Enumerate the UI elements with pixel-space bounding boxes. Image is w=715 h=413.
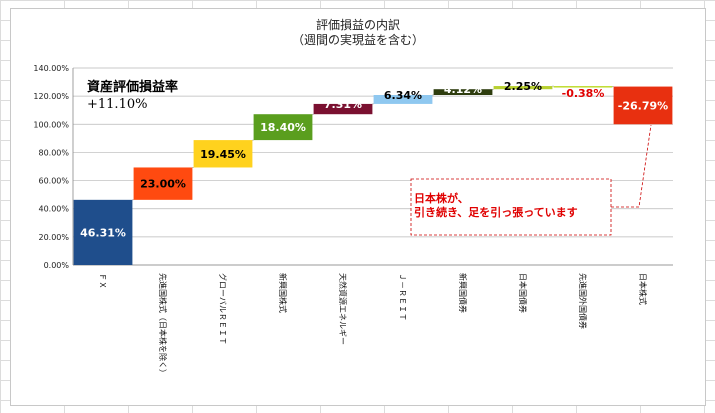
- waterfall-chart: 評価損益の内訳 （週間の実現益を含む） 0.00% 20.00% 40.00% 60.…: [33, 17, 673, 377]
- x-tick-label: グローバルＲＥＩＴ: [218, 273, 228, 345]
- y-tick-label: 0.00%: [44, 261, 70, 270]
- data-label: -0.38%: [562, 87, 605, 100]
- x-tick-label: 新興国株式: [278, 273, 288, 313]
- bar: [253, 114, 313, 141]
- data-label: 7.31%: [324, 98, 362, 111]
- data-label: 2.25%: [504, 80, 542, 93]
- bar: [193, 140, 253, 168]
- bar: [553, 86, 613, 88]
- y-axis-ticks: 0.00% 20.00% 40.00% 60.00% 80.00% 100.00% 120.…: [33, 64, 69, 270]
- chart-title-line-1: 評価損益の内訳: [316, 17, 400, 32]
- bar: [433, 89, 493, 96]
- note-line-2: 引き続き、足を引っ張っています: [414, 205, 578, 219]
- note-box: [410, 178, 612, 236]
- x-tick-label: 天然資源エネルギー: [338, 273, 348, 345]
- y-tick-label: 140.00%: [33, 64, 69, 73]
- x-tick-label: 先進国株式（日本株を除く）: [158, 273, 168, 377]
- note-connector: [611, 124, 652, 208]
- asset-rate-label: 資産評価損益率: [87, 79, 178, 95]
- data-label: 18.40%: [260, 121, 306, 134]
- data-label: 19.45%: [200, 148, 246, 161]
- x-tick-label: 日本株式: [638, 273, 648, 305]
- x-tick-label: 先進国外国債券: [578, 273, 588, 329]
- bar: [373, 95, 433, 104]
- x-tick-label: Ｊ－ＲＥＩＴ: [398, 273, 407, 321]
- bar: [73, 199, 133, 265]
- bar: [613, 86, 673, 125]
- y-tick-label: 80.00%: [38, 148, 69, 157]
- bar: [493, 86, 553, 90]
- data-label: 4.12%: [444, 83, 482, 96]
- gridlines: [72, 67, 673, 266]
- x-axis-ticks: ＦＸ 先進国株式（日本株を除く） グローバルＲＥＩＴ 新興国株式 天然資源エネルギー Ｊ－…: [98, 273, 648, 377]
- y-tick-label: 60.00%: [38, 177, 69, 186]
- y-tick-label: 120.00%: [33, 92, 69, 101]
- x-tick-label: 新興国債券: [458, 273, 468, 313]
- data-label: 6.34%: [384, 89, 422, 102]
- bar: [313, 103, 373, 115]
- data-label: -26.79%: [618, 99, 668, 112]
- y-tick-label: 100.00%: [33, 120, 69, 129]
- y-tick-label: 20.00%: [38, 233, 69, 242]
- x-tick-label: ＦＸ: [98, 273, 107, 289]
- chart-frame[interactable]: 評価損益の内訳 （週間の実現益を含む） 0.00% 20.00% 40.00% 60.…: [10, 8, 706, 406]
- chart-title-line-2: （週間の実現益を含む）: [292, 32, 424, 47]
- bar: [133, 167, 193, 200]
- x-tick-label: 日本国債券: [518, 273, 528, 313]
- asset-rate-value: +11.10%: [87, 97, 147, 112]
- note-line-1: 日本株が、: [414, 191, 469, 205]
- bars: 46.31% 23.00% 19.45% 18.40% 7.31% 6.34% 4.12% 2…: [73, 80, 673, 265]
- data-label: 46.31%: [80, 226, 126, 239]
- data-label: 23.00%: [140, 178, 186, 191]
- y-tick-label: 40.00%: [38, 205, 69, 214]
